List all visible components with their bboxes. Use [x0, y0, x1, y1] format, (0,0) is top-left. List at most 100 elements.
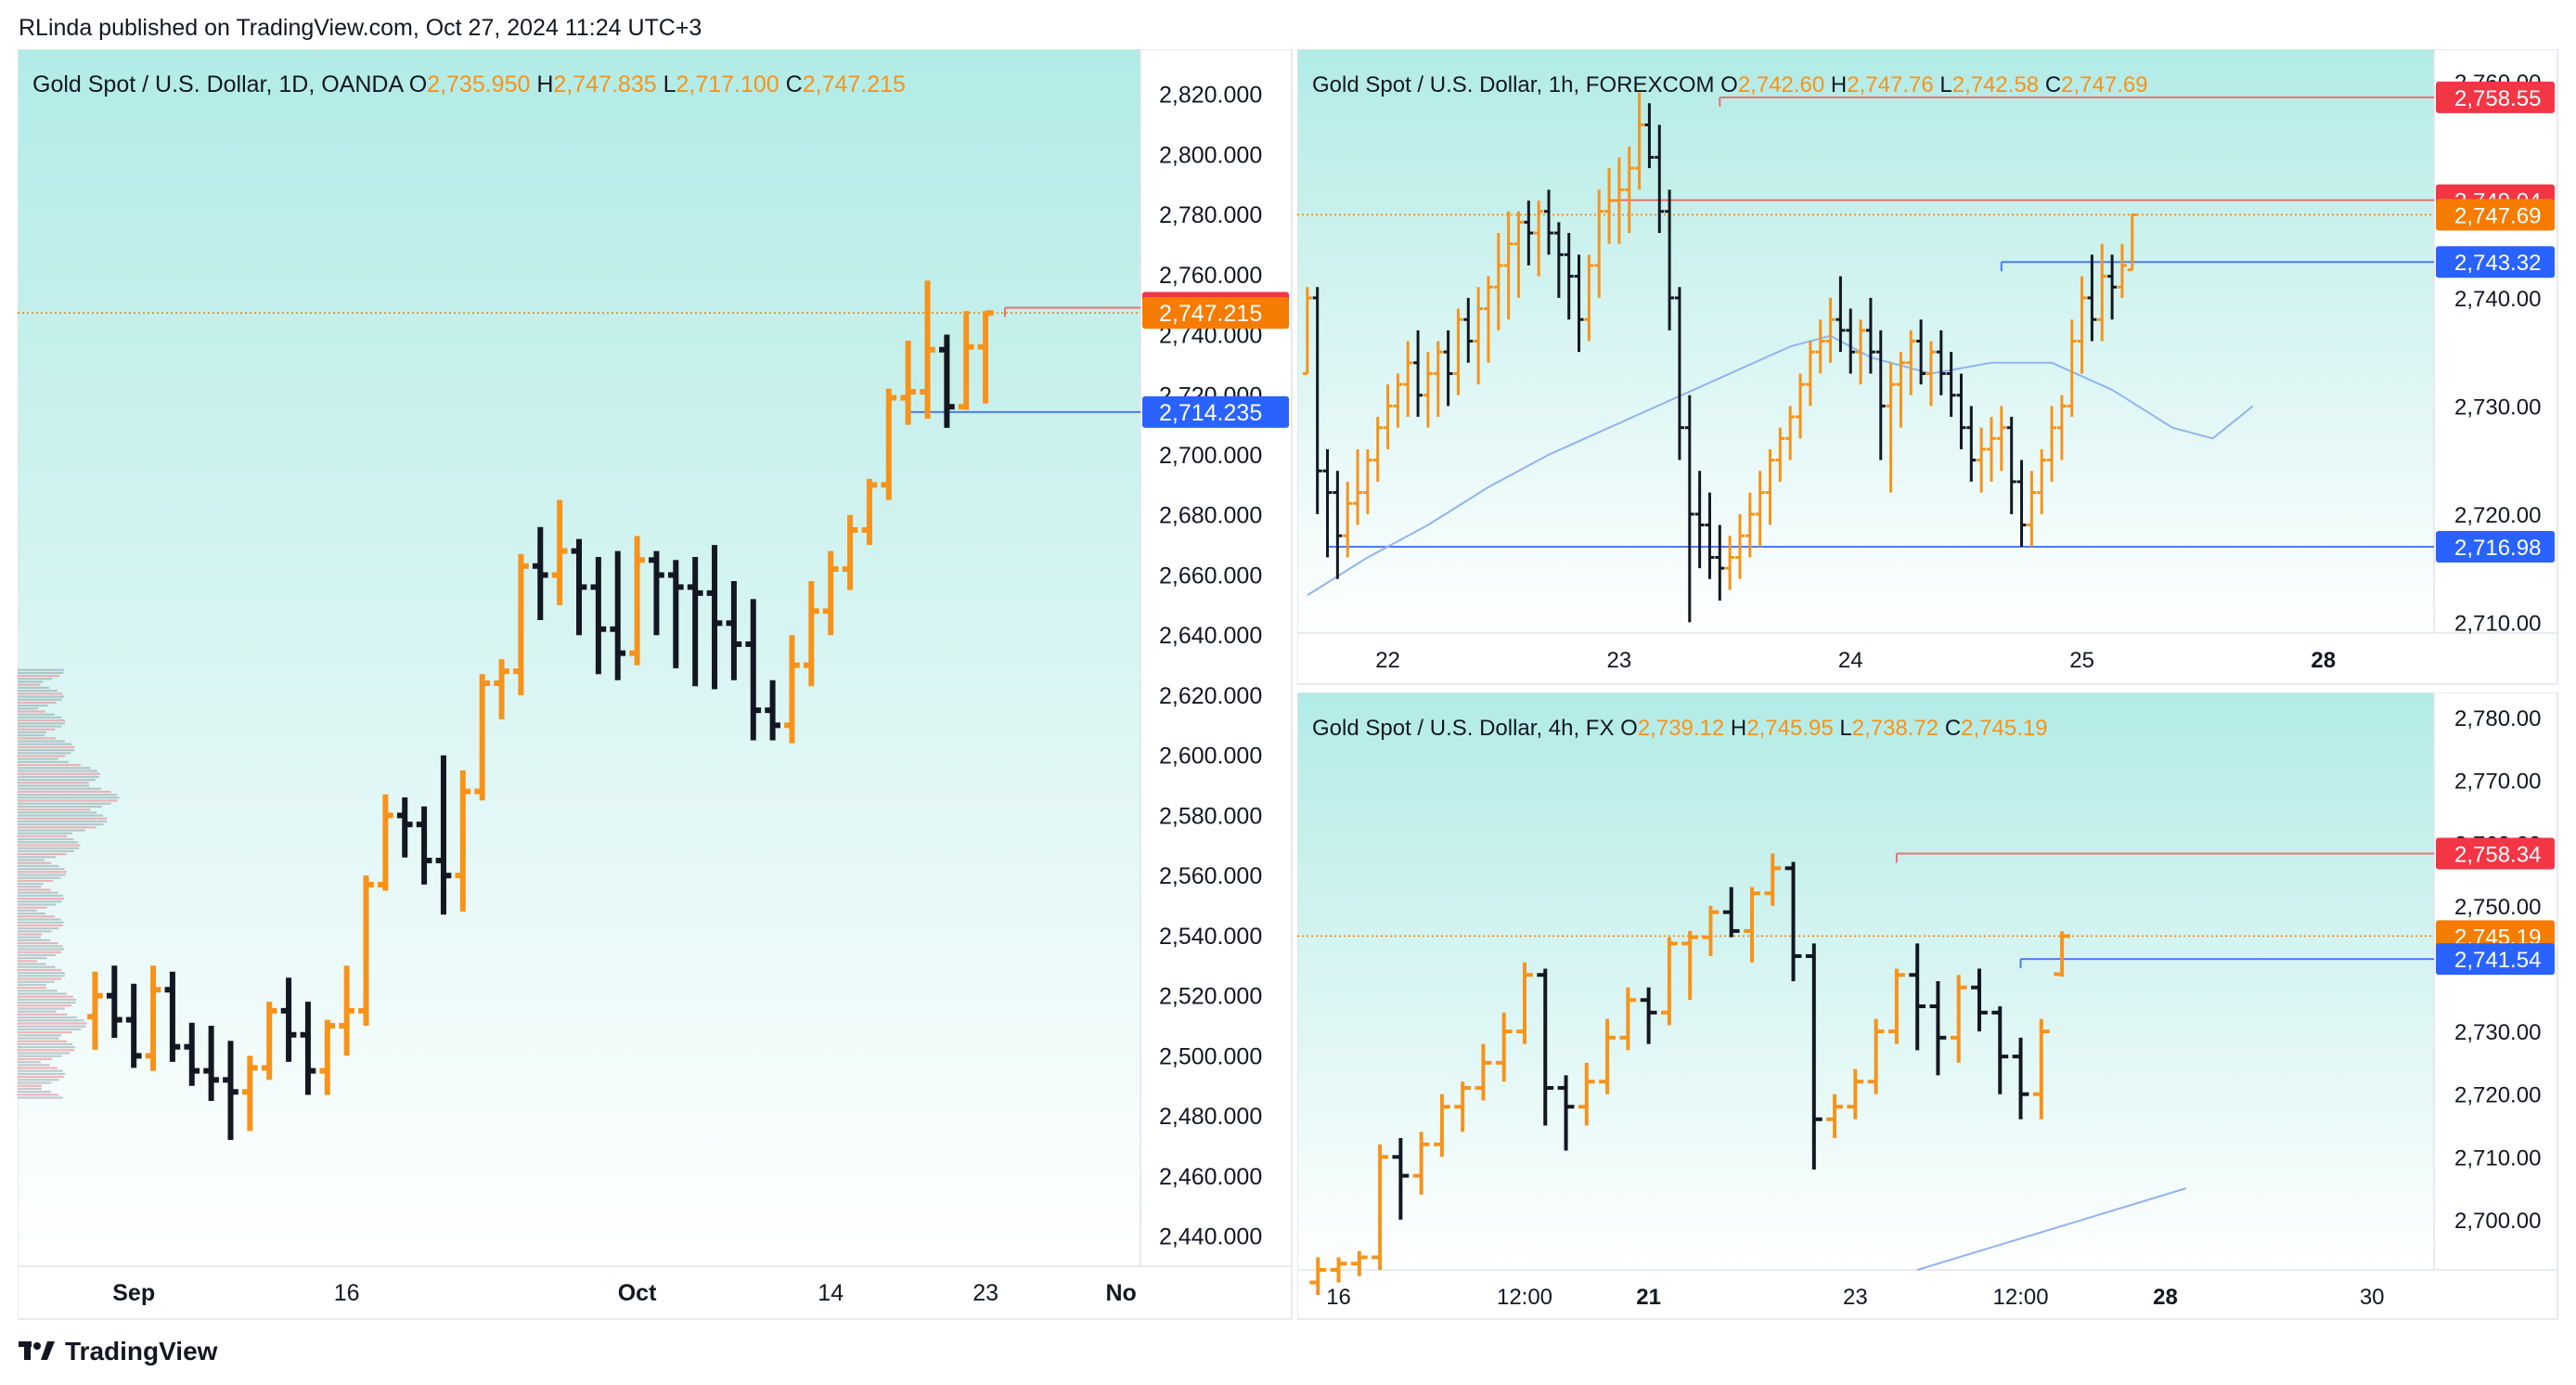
volume-profile-bar [18, 960, 37, 963]
legend-value: 2,717.100 [676, 71, 785, 97]
tradingview-brand[interactable]: TradingView [19, 1337, 217, 1366]
ohlc-bar [1413, 330, 1423, 418]
volume-profile-bar [18, 1013, 68, 1016]
ohlc-bar [319, 1019, 336, 1095]
volume-profile-bar [18, 906, 47, 909]
volume-profile-bar [18, 936, 41, 938]
legend-symbol: Gold Spot / U.S. Dollar, 4h, FX [1312, 716, 1620, 741]
ohlc-bar [125, 983, 142, 1068]
ohlc-bar [1392, 1138, 1410, 1220]
legend-value: 2,747.215 [803, 71, 906, 97]
publish-info: RLinda published on TradingView.com, Oct… [19, 15, 702, 41]
ohlc-bar [610, 550, 626, 680]
ohlc-bar [881, 388, 897, 500]
ohlc-bar [2006, 417, 2016, 514]
ohlc-bar [164, 971, 181, 1062]
volume-profile-bar [18, 799, 118, 802]
ohlc-bar [2027, 471, 2037, 547]
price-label-bg [2436, 837, 2555, 870]
y-tick-label: 2,750.00 [2454, 895, 2541, 920]
y-tick-label: 2,660.000 [1159, 563, 1262, 589]
volume-profile-bar [18, 844, 81, 847]
y-tick-label: 2,720.00 [2454, 1083, 2541, 1108]
ohlc-bar [1896, 352, 1906, 428]
ohlc-bar [1825, 297, 1835, 363]
volume-profile-bar [18, 849, 75, 853]
volume-profile-bar [18, 998, 77, 1002]
volume-profile-bar [18, 809, 91, 811]
ohlc-bar [280, 977, 297, 1062]
volume-profile-bar [18, 1016, 77, 1019]
ohlc-bar [571, 538, 587, 636]
y-tick-label: 2,740.00 [2454, 287, 2541, 312]
ohlc-bar [649, 550, 664, 636]
volume-profile-bar [18, 1079, 59, 1081]
volume-profile-bar [18, 775, 100, 779]
volume-profile-bar [18, 716, 62, 719]
ohlc-bar [1634, 92, 1644, 190]
ohlc-bar [2016, 460, 2027, 547]
volume-profile-bar [18, 945, 63, 948]
ohlc-bar [745, 599, 762, 741]
ohlc-bar [1734, 513, 1745, 579]
volume-profile-bar [18, 760, 69, 764]
chart-1h[interactable]: 2,760.002,740.002,730.002,720.002,710.00… [1297, 49, 2558, 685]
chart-panel-1h[interactable]: 2,760.002,740.002,730.002,720.002,710.00… [1297, 49, 2558, 685]
ohlc-bar [1372, 417, 1383, 482]
volume-profile-bar [18, 975, 65, 977]
volume-profile-bar [18, 913, 46, 915]
ohlc-bar [1309, 1257, 1327, 1296]
volume-profile-bar [18, 1042, 73, 1046]
ohlc-bar [2047, 406, 2057, 482]
chart-panel-4h[interactable]: 2,780.002,770.002,760.002,750.002,730.00… [1297, 692, 2558, 1320]
ohlc-bar [1926, 341, 1936, 407]
ohlc-bar [1745, 492, 1755, 558]
volume-profile-bar [18, 874, 66, 876]
volume-profile-bar [18, 888, 51, 891]
ohlc-bar [1644, 103, 1655, 169]
ohlc-bar [1867, 1018, 1885, 1094]
volume-profile-bar [18, 965, 56, 968]
volume-profile-bar [18, 755, 66, 757]
volume-profile-bar [18, 891, 58, 894]
volume-profile-bar [18, 719, 66, 722]
ohlc-bar [1865, 297, 1875, 374]
x-tick-label: 28 [2153, 1285, 2178, 1310]
volume-profile-bar [18, 1046, 75, 1049]
ohlc-bar [1929, 981, 1947, 1076]
x-tick-label: Sep [112, 1280, 155, 1306]
ohlc-bar [1599, 1018, 1616, 1094]
plot-background [1297, 49, 2434, 633]
volume-profile-bar [18, 894, 63, 898]
ohlc-bar [145, 965, 161, 1071]
price-label: 2,743.32 [2454, 251, 2541, 276]
volume-profile-bar [18, 770, 97, 772]
legend-key: L [1939, 72, 1951, 97]
ohlc-bar [822, 550, 839, 636]
volume-profile-bar [18, 957, 47, 960]
ohlc-bar [551, 499, 568, 605]
volume-profile-bar [18, 930, 52, 933]
ohlc-bar [1665, 189, 1675, 330]
x-tick-label: 23 [1843, 1285, 1868, 1310]
ohlc-bar [1991, 1006, 2009, 1094]
volume-profile-bar [18, 1049, 75, 1052]
ohlc-bar [804, 580, 819, 687]
volume-profile-bar [18, 990, 58, 992]
chart-panel-1d[interactable]: 2,820.000 2,800.000 2,780.000 2,760.000 2,74… [18, 49, 1293, 1320]
plot-background [1297, 692, 2434, 1270]
volume-profile-bar [18, 707, 39, 710]
chart-1d[interactable]: 2,820.000 2,800.000 2,780.000 2,760.000 2,74… [18, 49, 1293, 1320]
ohlc-bar [861, 478, 878, 546]
y-tick-label: 2,710.00 [2454, 1146, 2541, 1171]
volume-profile-bar [18, 968, 62, 972]
volume-profile-bar [18, 683, 40, 686]
ohlc-bar [1826, 1094, 1843, 1139]
ohlc-bar [339, 965, 354, 1056]
ohlc-bar [1362, 448, 1372, 514]
ohlc-bar [1372, 1144, 1388, 1270]
chart-4h[interactable]: 2,780.002,770.002,760.002,750.002,730.00… [1297, 692, 2558, 1320]
y-tick-label: 2,720.00 [2454, 503, 2541, 528]
ohlc-bar [1578, 1062, 1595, 1126]
ohlc-bar [1946, 352, 1956, 418]
